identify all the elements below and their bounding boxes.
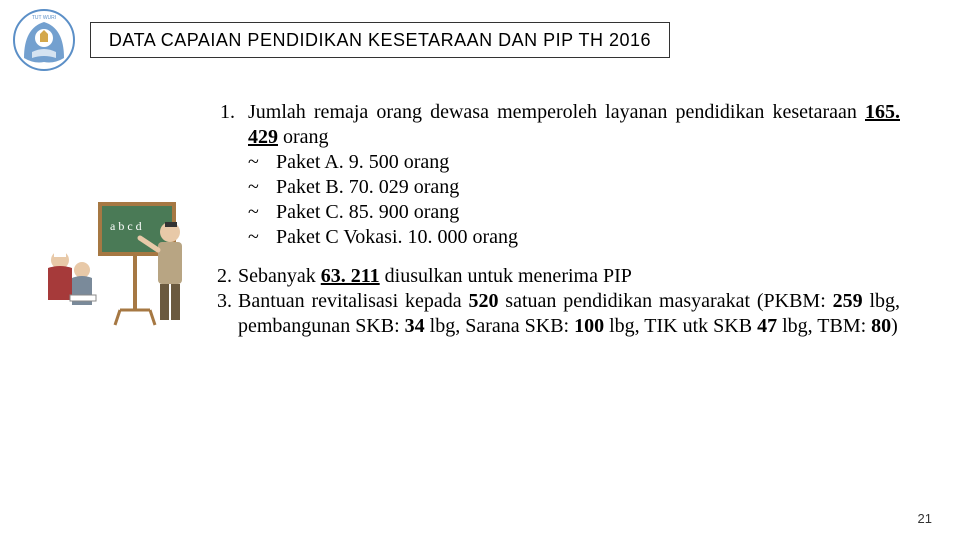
sub-item: ~Paket C Vokasi. 10. 000 orang [248, 225, 900, 250]
sub-item: ~Paket A. 9. 500 orang [248, 150, 900, 175]
list-item-1: 1. Jumlah remaja orang dewasa memperoleh… [220, 100, 900, 250]
list-item-3: 3. Bantuan revitalisasi kepada 520 satua… [210, 289, 900, 339]
item1-lead: Jumlah remaja orang dewasa memperoleh la… [248, 101, 865, 123]
svg-text:TUT WURI: TUT WURI [32, 15, 56, 21]
teaching-illustration: a b c d [30, 190, 200, 330]
content-body: 1. Jumlah remaja orang dewasa memperoleh… [220, 100, 900, 339]
slide-title: DATA CAPAIAN PENDIDIKAN KESETARAAN DAN P… [90, 22, 670, 58]
list-item-2: 2. Sebanyak 63. 211 diusulkan untuk mene… [210, 264, 900, 289]
sub-item: ~Paket C. 85. 900 orang [248, 200, 900, 225]
item1-tail: orang [278, 126, 329, 148]
item2-value: 63. 211 [321, 265, 380, 287]
item-number: 1. [220, 100, 248, 250]
page-number: 21 [918, 511, 932, 526]
svg-text:a b c d: a b c d [110, 219, 142, 233]
sub-item: ~Paket B. 70. 029 orang [248, 175, 900, 200]
ministry-logo: TUT WURI [12, 8, 76, 72]
